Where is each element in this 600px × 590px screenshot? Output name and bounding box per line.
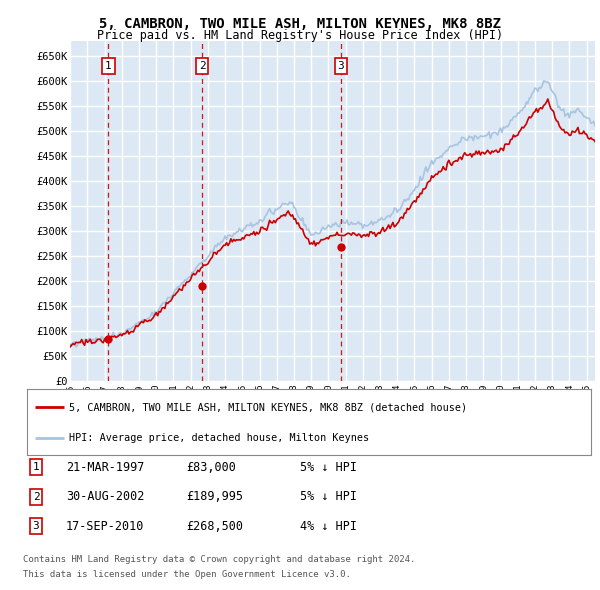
- Text: 5, CAMBRON, TWO MILE ASH, MILTON KEYNES, MK8 8BZ: 5, CAMBRON, TWO MILE ASH, MILTON KEYNES,…: [99, 17, 501, 31]
- Text: 2: 2: [199, 61, 205, 71]
- Text: 4% ↓ HPI: 4% ↓ HPI: [300, 520, 357, 533]
- Text: £268,500: £268,500: [186, 520, 243, 533]
- Text: 30-AUG-2002: 30-AUG-2002: [66, 490, 145, 503]
- Text: 5% ↓ HPI: 5% ↓ HPI: [300, 461, 357, 474]
- Text: 1: 1: [32, 463, 40, 472]
- Text: HPI: Average price, detached house, Milton Keynes: HPI: Average price, detached house, Milt…: [70, 432, 370, 442]
- Text: Price paid vs. HM Land Registry's House Price Index (HPI): Price paid vs. HM Land Registry's House …: [97, 30, 503, 42]
- Text: 5, CAMBRON, TWO MILE ASH, MILTON KEYNES, MK8 8BZ (detached house): 5, CAMBRON, TWO MILE ASH, MILTON KEYNES,…: [70, 402, 467, 412]
- Text: £83,000: £83,000: [186, 461, 236, 474]
- Text: 17-SEP-2010: 17-SEP-2010: [66, 520, 145, 533]
- Text: £189,995: £189,995: [186, 490, 243, 503]
- Text: This data is licensed under the Open Government Licence v3.0.: This data is licensed under the Open Gov…: [23, 571, 350, 579]
- Text: 3: 3: [337, 61, 344, 71]
- Text: 2: 2: [32, 492, 40, 502]
- Text: 21-MAR-1997: 21-MAR-1997: [66, 461, 145, 474]
- Text: 1: 1: [105, 61, 112, 71]
- Text: Contains HM Land Registry data © Crown copyright and database right 2024.: Contains HM Land Registry data © Crown c…: [23, 555, 415, 564]
- Text: 5% ↓ HPI: 5% ↓ HPI: [300, 490, 357, 503]
- Text: 3: 3: [32, 522, 40, 531]
